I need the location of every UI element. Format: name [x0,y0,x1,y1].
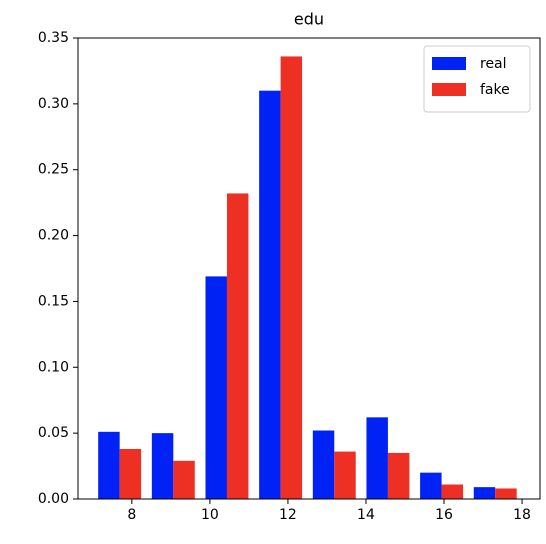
x-tick-label: 14 [357,507,375,523]
bar [420,472,442,499]
y-tick-label: 0.35 [38,30,69,46]
legend-label: fake [480,82,510,98]
axes-frame [77,37,541,500]
y-tick-label: 0.05 [38,425,69,441]
bar [98,431,120,499]
bar [226,193,249,499]
y-tick-label: 0.30 [38,96,69,112]
bar [173,460,195,499]
bar [151,433,174,499]
y-tick-label: 0.20 [38,228,69,244]
y-tick-label: 0.10 [38,359,69,375]
y-tick-label: 0.00 [38,491,69,507]
bar [473,487,496,499]
legend-swatch [432,83,466,96]
legend-box [423,45,531,113]
chart-title: edu [294,10,324,29]
bar [205,276,227,499]
bar [119,448,142,499]
y-tick-label: 0.15 [38,293,69,309]
legend-label: real [480,56,507,72]
bar [280,56,303,499]
x-tick-label: 16 [435,507,453,523]
bar [441,484,464,499]
bar [495,488,517,499]
bar [387,452,410,499]
legend-swatch [432,57,466,70]
x-tick-label: 18 [513,507,531,523]
bar [312,430,335,499]
x-tick-label: 12 [279,507,297,523]
bar [366,417,388,499]
bar [259,90,281,499]
bar [334,451,356,499]
x-tick-label: 8 [127,507,136,523]
x-tick-label: 10 [201,507,219,523]
y-tick-label: 0.25 [38,162,69,178]
